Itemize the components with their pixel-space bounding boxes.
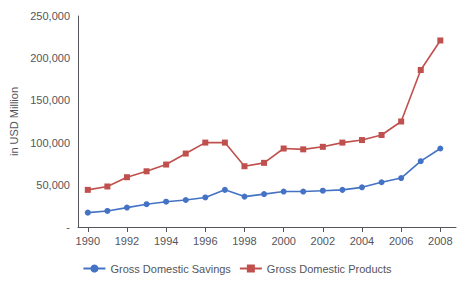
svg-text:200,000: 200,000 <box>30 52 70 64</box>
svg-text:50,000: 50,000 <box>36 179 70 191</box>
svg-text:1992: 1992 <box>115 235 139 247</box>
svg-text:1994: 1994 <box>154 235 178 247</box>
svg-text:-: - <box>66 221 70 233</box>
svg-text:1990: 1990 <box>76 235 100 247</box>
svg-text:in USD Million: in USD Million <box>8 87 20 156</box>
svg-text:2002: 2002 <box>311 235 335 247</box>
svg-text:250,000: 250,000 <box>30 10 70 22</box>
svg-text:100,000: 100,000 <box>30 137 70 149</box>
svg-text:Gross Domestic Products: Gross Domestic Products <box>267 263 392 275</box>
svg-text:2004: 2004 <box>350 235 374 247</box>
svg-text:2006: 2006 <box>389 235 413 247</box>
svg-text:150,000: 150,000 <box>30 94 70 106</box>
svg-text:1998: 1998 <box>232 235 256 247</box>
svg-text:1996: 1996 <box>193 235 217 247</box>
svg-text:2008: 2008 <box>428 235 452 247</box>
svg-text:Gross Domestic Savings: Gross Domestic Savings <box>110 263 231 275</box>
svg-text:2000: 2000 <box>271 235 295 247</box>
